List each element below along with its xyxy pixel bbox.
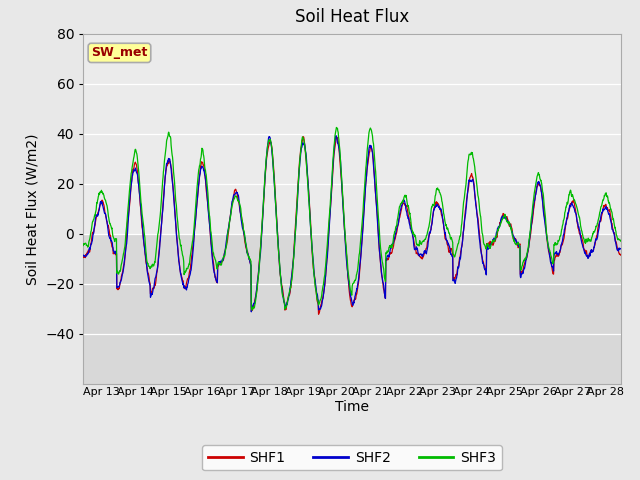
Title: Soil Heat Flux: Soil Heat Flux	[295, 9, 409, 26]
Y-axis label: Soil Heat Flux (W/m2): Soil Heat Flux (W/m2)	[26, 133, 40, 285]
X-axis label: Time: Time	[335, 399, 369, 414]
Legend: SHF1, SHF2, SHF3: SHF1, SHF2, SHF3	[202, 445, 502, 470]
Bar	[83, 34, 621, 234]
Text: SW_met: SW_met	[92, 47, 148, 60]
